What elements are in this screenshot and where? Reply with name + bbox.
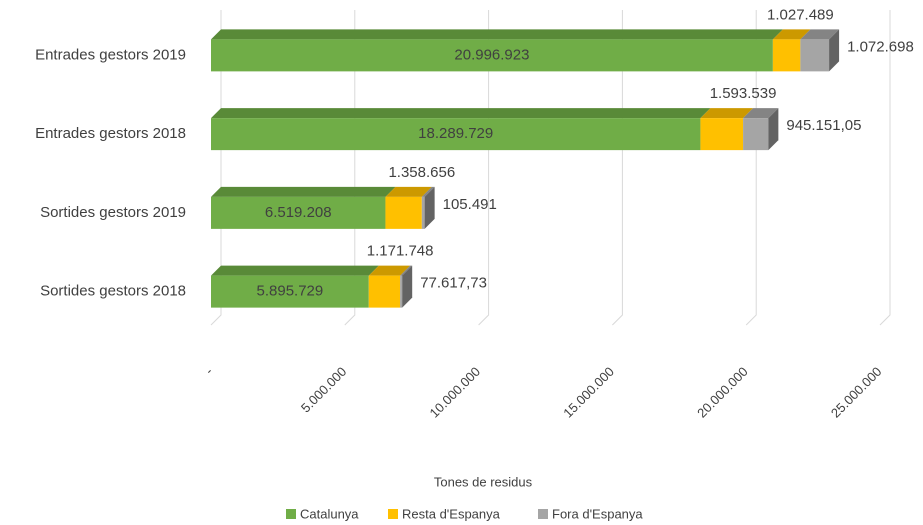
bar-side bbox=[829, 29, 840, 72]
bar-top bbox=[772, 29, 811, 40]
bar bbox=[700, 118, 744, 151]
y-tick-label: Entrades gestors 2019 bbox=[35, 46, 186, 63]
value-label: 18.289.729 bbox=[418, 125, 493, 142]
y-tick-label: Entrades gestors 2018 bbox=[35, 125, 186, 142]
value-label: 6.519.208 bbox=[265, 204, 332, 221]
bar-top bbox=[211, 186, 396, 197]
bar bbox=[385, 196, 422, 229]
bar-top bbox=[211, 108, 711, 119]
bar-side bbox=[402, 265, 413, 308]
x-tick-label: - bbox=[202, 364, 216, 378]
bar-top bbox=[211, 265, 379, 276]
value-label: 1.358.656 bbox=[388, 164, 455, 181]
bar-top bbox=[211, 29, 783, 40]
bar bbox=[772, 39, 801, 72]
legend-label: Resta d'Espanya bbox=[402, 506, 501, 521]
bar bbox=[800, 39, 830, 72]
bar-top bbox=[743, 108, 779, 119]
bar bbox=[211, 275, 369, 308]
bar-side bbox=[424, 186, 435, 229]
x-tick-label: 20.000.000 bbox=[694, 364, 751, 421]
x-axis-title: Tones de residus bbox=[434, 474, 533, 489]
value-label: 77.617,73 bbox=[420, 275, 487, 292]
bar-top bbox=[385, 186, 432, 197]
legend-swatch bbox=[538, 509, 548, 519]
grid-line bbox=[879, 10, 891, 326]
y-tick-label: Sortides gestors 2018 bbox=[40, 283, 186, 300]
bar-top bbox=[700, 108, 754, 119]
legend-label: Fora d'Espanya bbox=[552, 506, 643, 521]
bar bbox=[368, 275, 401, 308]
bar bbox=[211, 196, 386, 229]
value-label: 945.151,05 bbox=[786, 117, 861, 134]
value-label: 1.593.539 bbox=[710, 85, 777, 102]
x-tick-label: 25.000.000 bbox=[828, 364, 885, 421]
value-label: 1.072.698 bbox=[847, 38, 914, 55]
legend-swatch bbox=[388, 509, 398, 519]
value-label: 20.996.923 bbox=[454, 46, 529, 63]
x-tick-label: 15.000.000 bbox=[560, 364, 617, 421]
legend-label: Catalunya bbox=[300, 506, 359, 521]
bar-top bbox=[800, 29, 840, 40]
bar bbox=[400, 275, 403, 308]
bar-side bbox=[768, 108, 779, 151]
bar bbox=[421, 196, 425, 229]
value-label: 105.491 bbox=[443, 196, 497, 213]
bar-top bbox=[421, 186, 435, 197]
value-label: 1.171.748 bbox=[367, 243, 434, 260]
x-tick-label: 10.000.000 bbox=[427, 364, 484, 421]
y-tick-label: Sortides gestors 2019 bbox=[40, 204, 186, 221]
bar bbox=[211, 39, 773, 72]
bar-top bbox=[368, 265, 411, 276]
bar-top bbox=[400, 265, 413, 276]
bar bbox=[743, 118, 769, 151]
x-tick-label: 5.000.000 bbox=[298, 364, 350, 416]
value-label: 5.895.729 bbox=[257, 283, 324, 300]
value-label: 1.027.489 bbox=[767, 6, 834, 23]
bar bbox=[211, 118, 701, 151]
legend-swatch bbox=[286, 509, 296, 519]
